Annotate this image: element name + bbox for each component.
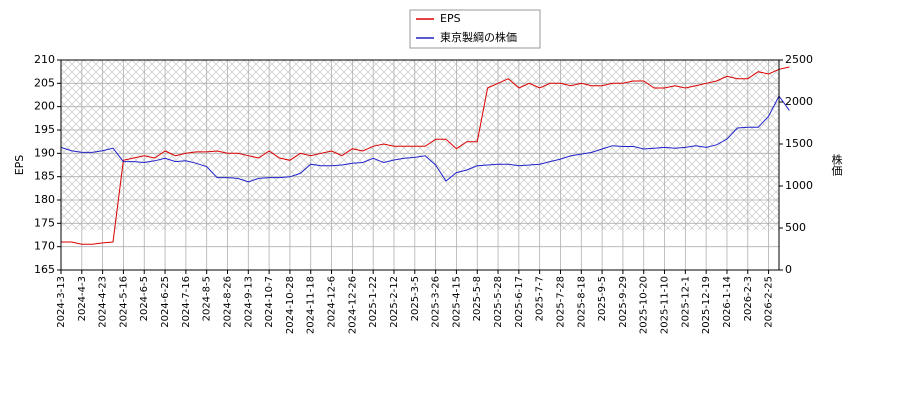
plot-frame <box>60 59 780 271</box>
x-tick-label: 2026-2-3 <box>743 276 754 321</box>
x-tick-label: 2025-4-15 <box>451 276 462 328</box>
y-tick-label: 165 <box>34 263 55 276</box>
x-tick-label: 2025-12-1 <box>680 276 691 328</box>
x-tick-label: 2024-9-13 <box>243 276 254 328</box>
y2-tick-label: 500 <box>785 221 806 234</box>
x-tick-label: 2024-4-3 <box>77 276 88 321</box>
y-tick-label: 175 <box>34 216 55 229</box>
x-tick-label: 2026-1-14 <box>722 276 733 328</box>
x-tick-label: 2025-8-18 <box>576 276 587 328</box>
y-tick-label: 185 <box>34 170 55 183</box>
x-tick-label: 2024-8-5 <box>202 276 213 321</box>
x-tick-label: 2025-7-7 <box>535 276 546 321</box>
hatch-area <box>61 60 779 230</box>
y-tick-label: 190 <box>34 146 55 159</box>
series-line <box>60 95 790 183</box>
y2-tick-label: 2000 <box>785 95 813 108</box>
y-tick-label: 195 <box>34 123 55 136</box>
x-tick-label: 2024-8-26 <box>222 276 233 328</box>
x-tick-label: 2025-6-17 <box>514 276 525 328</box>
y-tick-label: 170 <box>34 240 55 253</box>
x-tick-label: 2024-7-16 <box>181 276 192 328</box>
x-tick-label: 2025-12-19 <box>701 276 712 334</box>
y-tick-label: 180 <box>34 193 55 206</box>
x-tick-label: 2024-5-16 <box>118 276 129 328</box>
y-axis-label: EPS <box>13 155 26 176</box>
x-tick-label: 2025-1-22 <box>368 276 379 328</box>
x-tick-label: 2024-12-26 <box>347 276 358 334</box>
x-tick-label: 2026-2-25 <box>764 276 775 328</box>
x-tick-label: 2024-12-6 <box>327 276 338 328</box>
y2-axis-label: 株価 <box>830 153 843 176</box>
y-tick-label: 210 <box>34 53 55 66</box>
series-line <box>61 66 790 245</box>
x-tick-label: 2024-10-28 <box>285 276 296 334</box>
y-tick-label: 205 <box>34 76 55 89</box>
x-tick-label: 2024-3-13 <box>56 276 67 328</box>
x-tick-label: 2024-11-18 <box>306 276 317 334</box>
y2-tick-label: 0 <box>785 263 792 276</box>
legend <box>409 9 541 49</box>
x-tick-label: 2025-11-10 <box>660 276 671 334</box>
legend-label: EPS <box>440 12 461 25</box>
x-tick-label: 2025-3-26 <box>431 276 442 328</box>
x-tick-label: 2025-5-8 <box>472 276 483 321</box>
x-tick-label: 2024-10-7 <box>264 276 275 328</box>
x-tick-label: 2025-5-28 <box>493 276 504 328</box>
x-tick-label: 2025-3-5 <box>410 276 421 321</box>
y2-tick-label: 1000 <box>785 179 813 192</box>
y2-tick-label: 1500 <box>785 137 813 150</box>
x-tick-label: 2024-4-23 <box>98 276 109 328</box>
x-tick-label: 2025-9-5 <box>597 276 608 321</box>
y-tick-label: 200 <box>34 100 55 113</box>
legend-label: 東京製綱の株価 <box>440 30 517 44</box>
x-tick-label: 2025-9-29 <box>618 276 629 328</box>
y2-tick-label: 2500 <box>785 53 813 66</box>
x-tick-label: 2024-6-5 <box>139 276 150 321</box>
x-tick-label: 2025-2-12 <box>389 276 400 328</box>
x-tick-label: 2025-10-20 <box>639 276 650 334</box>
x-tick-label: 2025-7-28 <box>555 276 566 328</box>
x-tick-label: 2024-6-25 <box>160 276 171 328</box>
